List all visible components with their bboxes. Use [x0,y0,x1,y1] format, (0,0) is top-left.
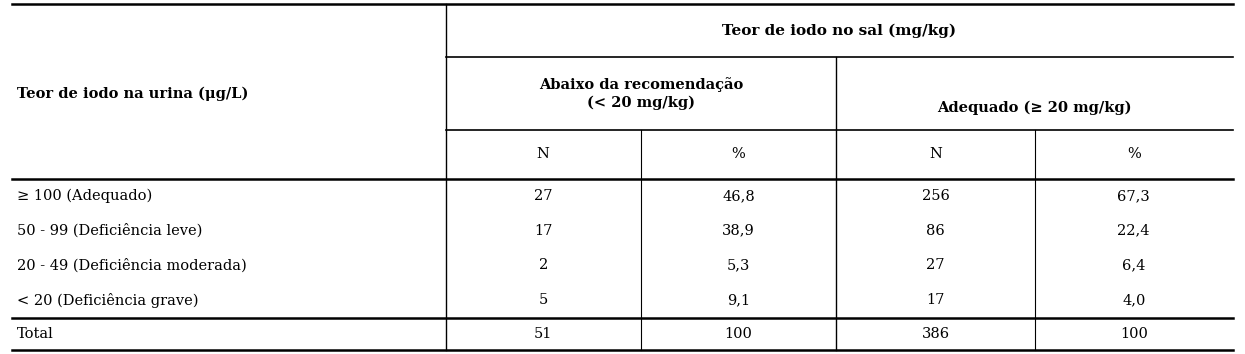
Text: %: % [732,148,746,161]
Text: 50 - 99 (Deficiência leve): 50 - 99 (Deficiência leve) [17,224,203,238]
Text: 100: 100 [725,327,752,341]
Text: Abaixo da recomendação
(< 20 mg/kg): Abaixo da recomendação (< 20 mg/kg) [539,78,743,110]
Text: N: N [537,148,549,161]
Text: 46,8: 46,8 [722,189,754,203]
Text: 100: 100 [1119,327,1148,341]
Text: %: % [1127,148,1140,161]
Text: 67,3: 67,3 [1117,189,1150,203]
Text: 17: 17 [534,224,553,238]
Text: 22,4: 22,4 [1118,224,1150,238]
Text: 386: 386 [921,327,950,341]
Text: 2: 2 [539,258,548,273]
Text: 17: 17 [926,293,945,307]
Text: < 20 (Deficiência grave): < 20 (Deficiência grave) [17,293,199,308]
Text: 86: 86 [926,224,945,238]
Text: 256: 256 [921,189,950,203]
Text: 5,3: 5,3 [727,258,749,273]
Text: 6,4: 6,4 [1122,258,1145,273]
Text: 51: 51 [534,327,553,341]
Text: Teor de iodo no sal (mg/kg): Teor de iodo no sal (mg/kg) [722,23,956,38]
Text: 5: 5 [539,293,548,307]
Text: 20 - 49 (Deficiência moderada): 20 - 49 (Deficiência moderada) [17,258,247,273]
Text: Total: Total [17,327,54,341]
Text: ≥ 100 (Adequado): ≥ 100 (Adequado) [17,189,153,203]
Text: 27: 27 [926,258,945,273]
Text: 38,9: 38,9 [722,224,754,238]
Text: 27: 27 [534,189,553,203]
Text: Adequado (≥ 20 mg/kg): Adequado (≥ 20 mg/kg) [937,101,1132,115]
Text: Teor de iodo na urina (μg/L): Teor de iodo na urina (μg/L) [17,86,249,101]
Text: 4,0: 4,0 [1122,293,1145,307]
Text: 9,1: 9,1 [727,293,749,307]
Text: N: N [929,148,942,161]
